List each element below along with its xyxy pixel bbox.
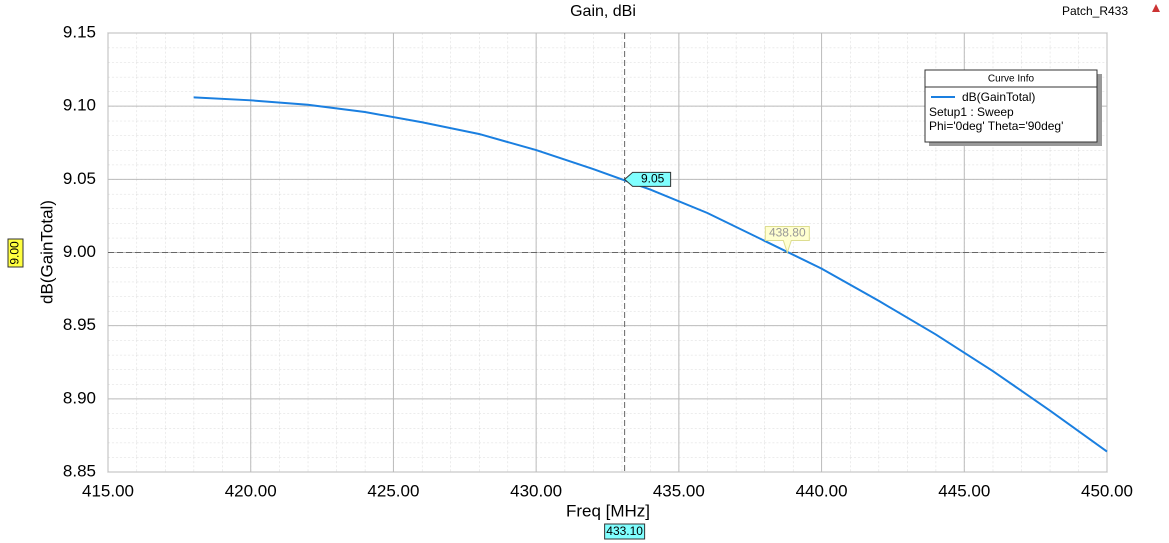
x-axis-label: Freq [MHz] (566, 501, 650, 520)
x-tick-label: 450.00 (1081, 481, 1133, 500)
y-axis-label: dB(GainTotal) (37, 200, 56, 304)
y-marker-label: 9.00 (8, 241, 22, 265)
x-tick-label: 435.00 (653, 481, 705, 500)
legend-info: Setup1 : Sweep (929, 105, 1014, 119)
y-tick-label: 8.90 (63, 388, 96, 407)
point-label-box (623, 171, 672, 187)
point-label-box (764, 226, 810, 255)
legend-box (924, 69, 1098, 143)
y-tick-label: 9.00 (63, 242, 96, 261)
y-marker-box (7, 238, 24, 268)
project-name: Patch_R433 (1062, 4, 1128, 18)
chart-title: Gain, dBi (570, 3, 636, 20)
legend-title: Curve Info (988, 74, 1035, 85)
y-tick-label: 9.05 (63, 169, 96, 188)
y-tick-label: 9.15 (63, 22, 96, 41)
y-tick-label: 8.85 (63, 461, 96, 480)
point-label: 9.05 (641, 172, 665, 186)
x-tick-label: 445.00 (938, 481, 990, 500)
legend-info: Phi='0deg' Theta='90deg' (929, 119, 1063, 133)
x-tick-label: 440.00 (796, 481, 848, 500)
x-marker-box (604, 523, 646, 540)
x-marker-label: 433.10 (606, 524, 643, 538)
x-tick-label: 425.00 (367, 481, 419, 500)
data-line (193, 96, 1108, 453)
logo-icon (1152, 4, 1160, 12)
x-tick-label: 420.00 (225, 481, 277, 500)
y-tick-label: 9.10 (63, 96, 96, 115)
point-label: 438.80 (769, 226, 806, 240)
legend-entry: dB(GainTotal) (962, 90, 1035, 104)
y-tick-label: 8.95 (63, 315, 96, 334)
x-tick-label: 415.00 (82, 481, 134, 500)
x-tick-label: 430.00 (510, 481, 562, 500)
